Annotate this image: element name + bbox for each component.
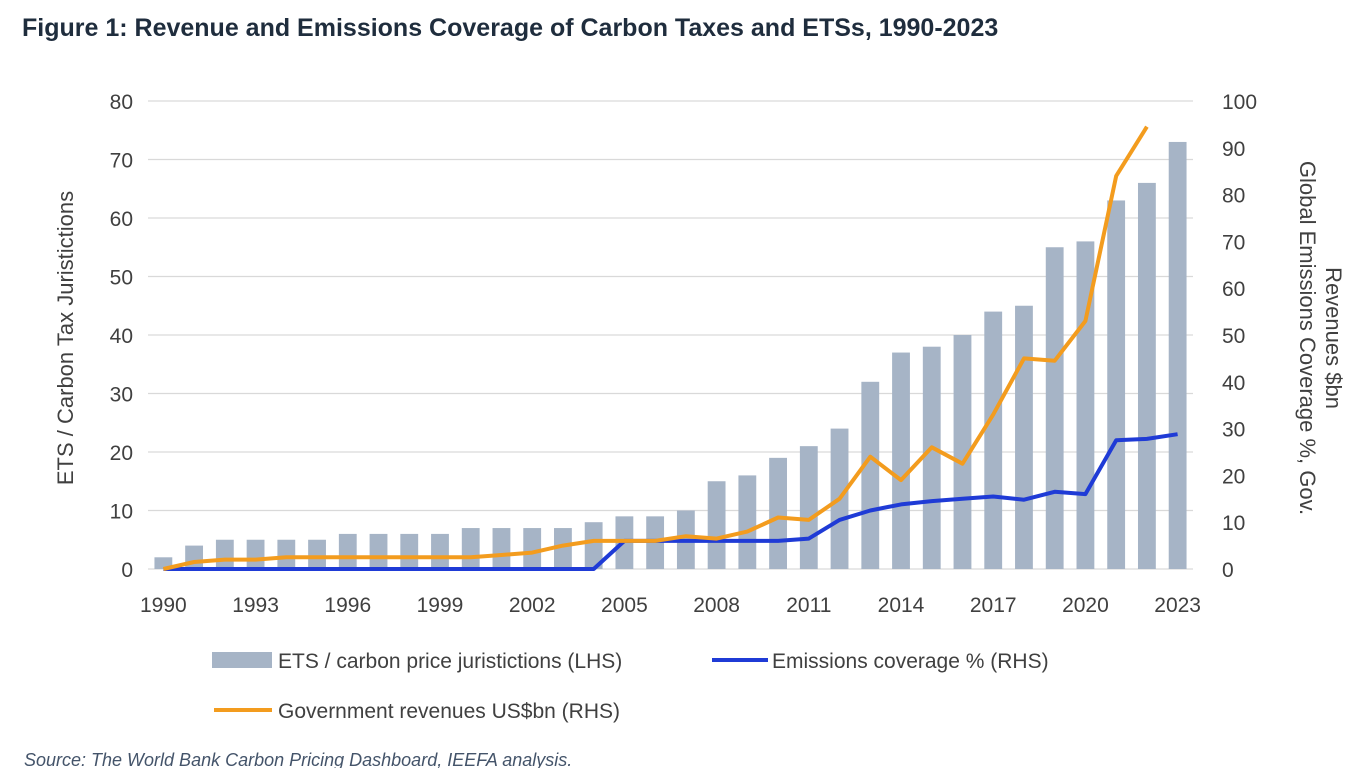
bar <box>492 528 511 569</box>
x-tick-label: 2017 <box>970 594 1017 617</box>
right-tick-label: 90 <box>1222 138 1245 161</box>
source-note: Source: The World Bank Carbon Pricing Da… <box>24 750 572 768</box>
bar <box>584 522 603 569</box>
bar-series <box>154 141 1187 569</box>
legend-label-emissions: Emissions coverage % (RHS) <box>772 650 1049 673</box>
left-tick-label: 10 <box>110 501 133 524</box>
right-tick-label: 30 <box>1222 419 1245 442</box>
right-tick-label: 50 <box>1222 325 1245 348</box>
legend-label-bars: ETS / carbon price juristictions (LHS) <box>278 650 622 673</box>
right-tick-label: 0 <box>1222 559 1234 582</box>
x-tick-label: 2014 <box>878 594 925 617</box>
bar <box>308 539 326 569</box>
left-tick-label: 40 <box>110 325 133 348</box>
legend: ETS / carbon price juristictions (LHS) E… <box>212 650 1049 723</box>
x-tick-label: 2020 <box>1062 594 1109 617</box>
x-tick-label: 1993 <box>232 594 279 617</box>
x-tick-label: 1996 <box>324 594 371 617</box>
right-tick-label: 80 <box>1222 185 1245 208</box>
left-tick-label: 20 <box>110 442 133 465</box>
figure-title: Figure 1: Revenue and Emissions Coverage… <box>22 14 999 42</box>
left-tick-label: 30 <box>110 384 133 407</box>
bar <box>523 528 542 569</box>
bar <box>738 475 757 569</box>
bar <box>707 481 726 569</box>
left-tick-label: 60 <box>110 208 133 231</box>
bar <box>1168 141 1187 569</box>
bar <box>953 335 972 569</box>
x-tick-label: 2011 <box>786 594 831 617</box>
bar <box>1137 182 1156 569</box>
right-tick-label: 40 <box>1222 372 1245 395</box>
right-tick-label: 60 <box>1222 278 1245 301</box>
bar <box>215 539 234 569</box>
x-tick-label: 2002 <box>509 594 556 617</box>
legend-bar-swatch <box>212 652 272 668</box>
right-tick-label: 20 <box>1222 465 1245 488</box>
left-tick-label: 70 <box>110 150 133 173</box>
bar <box>984 311 1003 569</box>
bar <box>769 457 787 569</box>
right-axis-title-line2: Revenues $bn <box>1321 267 1346 409</box>
bar <box>246 539 265 569</box>
x-tick-label: 2005 <box>601 594 648 617</box>
right-axis-title-line1: Global Emissions Coverage %, Gov. <box>1295 161 1320 515</box>
bar <box>1045 247 1064 569</box>
bar <box>431 533 449 569</box>
right-tick-label: 100 <box>1222 91 1257 114</box>
left-axis-ticks: 0 10 20 30 40 50 60 70 80 <box>110 91 133 582</box>
bar <box>185 545 204 569</box>
bar <box>369 533 388 569</box>
right-axis-ticks: 0 10 20 30 40 50 60 70 80 90 100 <box>1222 91 1257 582</box>
bar <box>461 528 480 569</box>
bar <box>338 533 357 569</box>
bar <box>554 528 572 569</box>
bar <box>154 557 173 569</box>
bar <box>892 352 910 569</box>
gridlines <box>148 100 1193 570</box>
bar <box>861 381 880 569</box>
left-axis-title: ETS / Carbon Tax Juristictions <box>53 191 78 485</box>
x-tick-label: 1990 <box>140 594 187 617</box>
left-tick-label: 0 <box>121 559 133 582</box>
legend-label-revenues: Government revenues US$bn (RHS) <box>278 700 620 723</box>
bar <box>799 446 818 569</box>
x-tick-label: 1999 <box>417 594 464 617</box>
x-tick-label: 2008 <box>693 594 740 617</box>
right-tick-label: 10 <box>1222 512 1245 535</box>
emissions-coverage-line <box>163 432 1178 571</box>
left-tick-label: 50 <box>110 267 133 290</box>
bar <box>1015 305 1033 569</box>
government-revenues-line <box>162 125 1149 571</box>
right-tick-label: 70 <box>1222 231 1245 254</box>
bar <box>400 533 419 569</box>
left-tick-label: 80 <box>110 91 133 114</box>
bar <box>1107 200 1126 569</box>
bar <box>922 346 941 569</box>
bar <box>277 539 296 569</box>
x-tick-label: 2023 <box>1154 594 1201 617</box>
x-axis-ticks: 1990 1993 1996 1999 2002 2005 2008 2011 2014 2017… <box>140 594 1201 617</box>
